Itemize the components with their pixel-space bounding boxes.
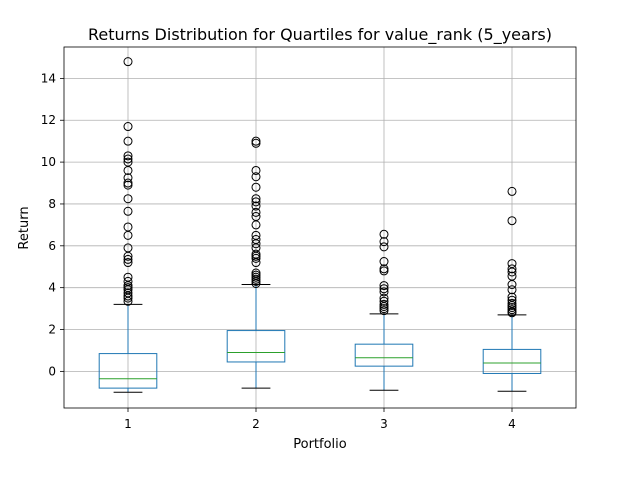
outlier-point	[251, 253, 261, 263]
outlier-point	[251, 182, 261, 192]
outlier-point	[123, 206, 133, 216]
outlier-point	[379, 281, 389, 291]
outlier-point	[123, 276, 133, 286]
outlier-point	[123, 288, 133, 298]
x-tick-label: 1	[124, 417, 132, 431]
iqr-box	[354, 343, 414, 367]
outlier-point	[507, 259, 517, 269]
outlier-point	[123, 173, 133, 183]
outlier-point	[251, 212, 261, 222]
outlier-point	[507, 264, 517, 274]
outlier-point	[379, 284, 389, 294]
y-tick-label: 2	[48, 323, 56, 337]
x-axis-ticks: 1 2 3 4	[124, 408, 516, 431]
outlier-point	[251, 207, 261, 217]
outlier-point	[251, 172, 261, 182]
x-tick-label: 3	[380, 417, 388, 431]
iqr-box	[226, 330, 286, 363]
y-axis-ticks: 0 2 4 6 8 10 12 14	[41, 71, 64, 378]
y-tick-label: 12	[41, 113, 56, 127]
outlier-point	[123, 157, 133, 167]
outlier-point	[123, 57, 133, 67]
outlier-point	[379, 293, 389, 303]
outlier-point	[507, 292, 517, 302]
x-axis-label: Portfolio	[293, 437, 347, 452]
outlier-point	[123, 283, 133, 293]
outlier-point	[251, 197, 261, 207]
outlier-point	[251, 270, 261, 280]
outlier-point	[123, 178, 133, 188]
iqr-box	[98, 353, 158, 389]
box-portfolio-3	[354, 229, 414, 391]
outlier-point	[507, 271, 517, 281]
outlier-point	[507, 186, 517, 196]
box-group	[98, 57, 542, 393]
outlier-point	[507, 298, 517, 308]
outlier-point	[507, 285, 517, 295]
outlier-point	[123, 136, 133, 146]
outlier-point	[123, 151, 133, 161]
outlier-point	[251, 272, 261, 282]
outlier-point	[251, 136, 261, 146]
chart-title: Returns Distribution for Quartiles for v…	[88, 25, 552, 45]
outlier-point	[123, 272, 133, 282]
outlier-point	[251, 235, 261, 245]
outlier-point	[123, 122, 133, 132]
outlier-point	[379, 266, 389, 276]
grid-lines	[64, 47, 576, 408]
outlier-point	[379, 296, 389, 306]
outlier-point	[379, 287, 389, 297]
outlier-point	[379, 306, 389, 316]
outlier-point	[251, 230, 261, 240]
iqr-box	[482, 348, 542, 374]
outlier-point	[379, 229, 389, 239]
y-tick-label: 4	[48, 281, 56, 295]
outlier-point	[379, 299, 389, 309]
y-tick-label: 14	[41, 71, 56, 85]
outlier-point	[123, 222, 133, 232]
outlier-point	[251, 138, 261, 148]
outlier-point	[379, 242, 389, 252]
outlier-point	[251, 165, 261, 175]
outlier-point	[251, 201, 261, 211]
outlier-point	[251, 194, 261, 204]
box-portfolio-4	[482, 186, 542, 392]
outlier-point	[379, 304, 389, 314]
outlier-point	[379, 257, 389, 267]
y-axis-label: Return	[17, 206, 32, 249]
outlier-point	[507, 303, 517, 313]
outlier-point	[123, 254, 133, 264]
outlier-point	[379, 264, 389, 274]
box-portfolio-2	[226, 136, 286, 389]
y-tick-label: 8	[48, 197, 56, 211]
x-tick-label: 4	[508, 417, 516, 431]
outlier-point	[507, 216, 517, 226]
y-tick-label: 6	[48, 239, 56, 253]
outlier-point	[251, 249, 261, 259]
y-tick-label: 0	[48, 364, 56, 378]
plot-frame	[63, 46, 577, 409]
outlier-point	[379, 237, 389, 247]
x-tick-label: 2	[252, 417, 260, 431]
outlier-point	[507, 295, 517, 305]
outlier-point	[123, 258, 133, 268]
outlier-point	[251, 274, 261, 284]
box-portfolio-1	[98, 57, 158, 393]
outlier-point	[123, 194, 133, 204]
outlier-point	[123, 154, 133, 164]
outlier-point	[123, 243, 133, 253]
outlier-point	[251, 268, 261, 278]
outlier-point	[507, 305, 517, 315]
outlier-point	[123, 180, 133, 190]
y-tick-label: 10	[41, 155, 56, 169]
